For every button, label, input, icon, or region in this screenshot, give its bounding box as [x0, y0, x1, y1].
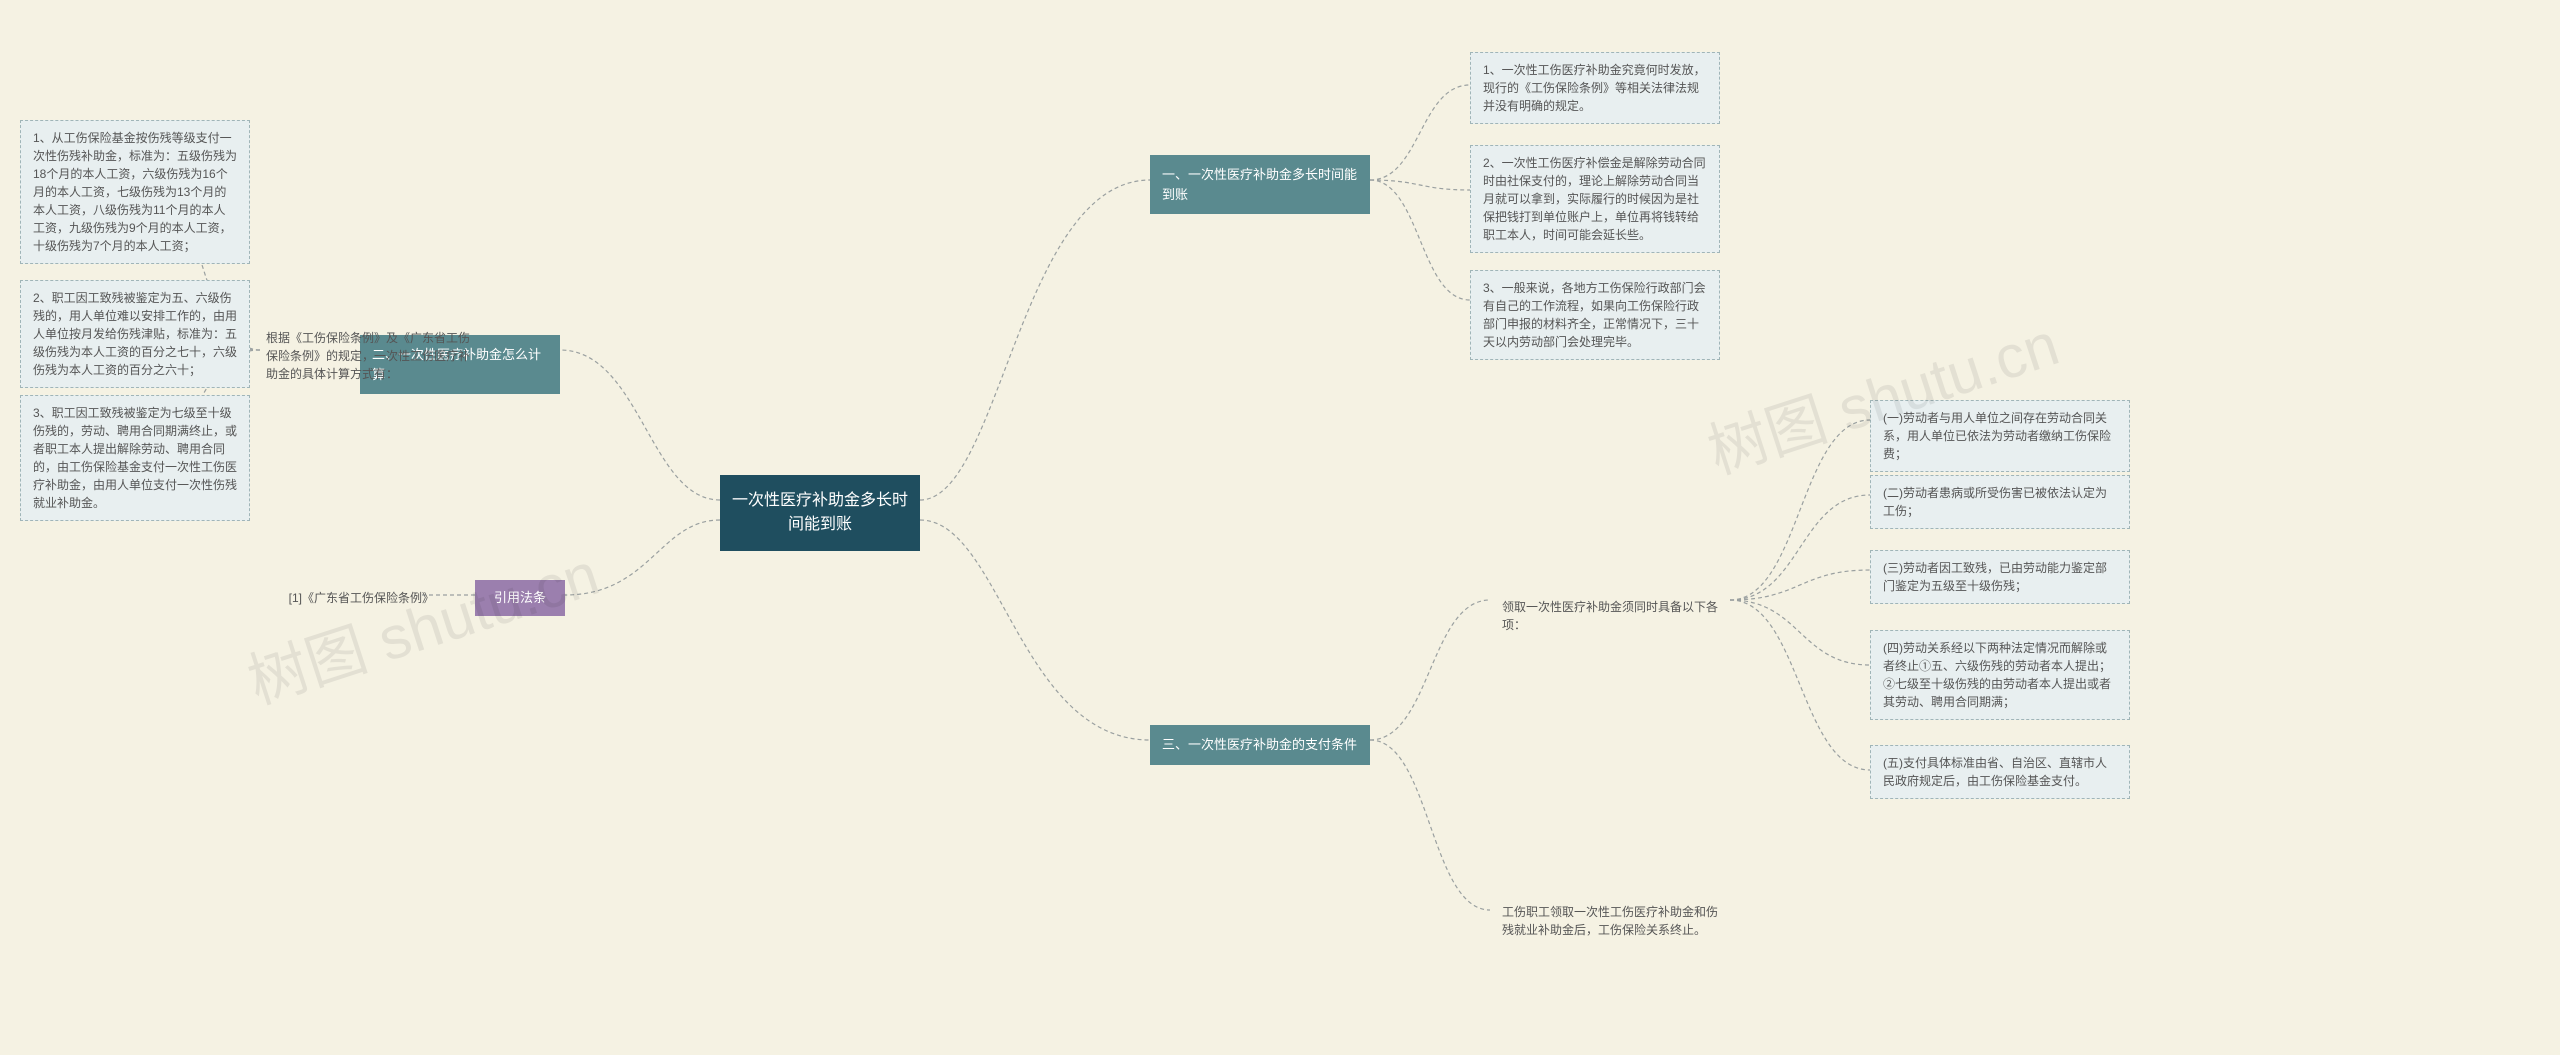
b3s1i5-text: (五)支付具体标准由省、自治区、直辖市人民政府规定后，由工伤保险基金支付。: [1883, 756, 2107, 788]
branch-4-title: 引用法条: [494, 590, 546, 605]
branch1-item-1: 1、一次性工伤医疗补助金究竟何时发放，现行的《工伤保险条例》等相关法律法规并没有…: [1470, 52, 1720, 124]
branch2-intro: 根据《工伤保险条例》及《广东省工伤保险条例》的规定，一次性工伤医疗补助金的具体计…: [260, 325, 480, 387]
branch3-sub1: 领取一次性医疗补助金须同时具备以下各项：: [1490, 590, 1740, 642]
branch4-item-1: [1]《广东省工伤保险条例》: [280, 585, 440, 611]
b3s1i3-text: (三)劳动者因工致残，已由劳动能力鉴定部门鉴定为五级至十级伤残；: [1883, 561, 2107, 593]
branch-3-title: 三、一次性医疗补助金的支付条件: [1162, 737, 1357, 752]
root-node: 一次性医疗补助金多长时间能到账: [720, 475, 920, 551]
branch2-intro-text: 根据《工伤保险条例》及《广东省工伤保险条例》的规定，一次性工伤医疗补助金的具体计…: [266, 331, 470, 381]
branch-4-cite: 引用法条: [475, 580, 565, 616]
branch3-sub1-item-2: (二)劳动者患病或所受伤害已被依法认定为工伤；: [1870, 475, 2130, 529]
b2i3-text: 3、职工因工致残被鉴定为七级至十级伤残的，劳动、聘用合同期满终止，或者职工本人提…: [33, 406, 237, 510]
b4i1-text: [1]《广东省工伤保险条例》: [289, 591, 434, 605]
b2i1-text: 1、从工伤保险基金按伤残等级支付一次性伤残补助金，标准为：五级伤残为18个月的本…: [33, 131, 237, 253]
b3s1i2-text: (二)劳动者患病或所受伤害已被依法认定为工伤；: [1883, 486, 2107, 518]
watermark-1: 树图 shutu.cn: [235, 526, 608, 721]
branch2-item-3: 3、职工因工致残被鉴定为七级至十级伤残的，劳动、聘用合同期满终止，或者职工本人提…: [20, 395, 250, 521]
branch1-item-2-text: 2、一次性工伤医疗补偿金是解除劳动合同时由社保支付的，理论上解除劳动合同当月就可…: [1483, 156, 1706, 242]
branch3-sub1-item-4: (四)劳动关系经以下两种法定情况而解除或者终止①五、六级伤残的劳动者本人提出；②…: [1870, 630, 2130, 720]
branch3-sub1-item-3: (三)劳动者因工致残，已由劳动能力鉴定部门鉴定为五级至十级伤残；: [1870, 550, 2130, 604]
branch3-sub1-title: 领取一次性医疗补助金须同时具备以下各项：: [1502, 600, 1718, 632]
branch-1-title: 一、一次性医疗补助金多长时间能到账: [1162, 167, 1357, 202]
branch3-sub1-item-1: (一)劳动者与用人单位之间存在劳动合同关系，用人单位已依法为劳动者缴纳工伤保险费…: [1870, 400, 2130, 472]
b3s1i1-text: (一)劳动者与用人单位之间存在劳动合同关系，用人单位已依法为劳动者缴纳工伤保险费…: [1883, 411, 2111, 461]
branch1-item-3-text: 3、一般来说，各地方工伤保险行政部门会有自己的工作流程，如果向工伤保险行政部门申…: [1483, 281, 1706, 349]
branch1-item-1-text: 1、一次性工伤医疗补助金究竟何时发放，现行的《工伤保险条例》等相关法律法规并没有…: [1483, 63, 1706, 113]
branch2-item-2: 2、职工因工致残被鉴定为五、六级伤残的，用人单位难以安排工作的，由用人单位按月发…: [20, 280, 250, 388]
b2i2-text: 2、职工因工致残被鉴定为五、六级伤残的，用人单位难以安排工作的，由用人单位按月发…: [33, 291, 237, 377]
wm1-text: 树图 shutu.cn: [240, 540, 606, 716]
b3s1i4-text: (四)劳动关系经以下两种法定情况而解除或者终止①五、六级伤残的劳动者本人提出；②…: [1883, 641, 2111, 709]
branch1-item-2: 2、一次性工伤医疗补偿金是解除劳动合同时由社保支付的，理论上解除劳动合同当月就可…: [1470, 145, 1720, 253]
branch3-sub1-item-5: (五)支付具体标准由省、自治区、直辖市人民政府规定后，由工伤保险基金支付。: [1870, 745, 2130, 799]
branch-1: 一、一次性医疗补助金多长时间能到账: [1150, 155, 1370, 214]
branch2-item-1: 1、从工伤保险基金按伤残等级支付一次性伤残补助金，标准为：五级伤残为18个月的本…: [20, 120, 250, 264]
branch3-sub2: 工伤职工领取一次性工伤医疗补助金和伤残就业补助金后，工伤保险关系终止。: [1490, 895, 1740, 947]
branch3-sub2-text: 工伤职工领取一次性工伤医疗补助金和伤残就业补助金后，工伤保险关系终止。: [1502, 905, 1718, 937]
branch1-item-3: 3、一般来说，各地方工伤保险行政部门会有自己的工作流程，如果向工伤保险行政部门申…: [1470, 270, 1720, 360]
root-title: 一次性医疗补助金多长时间能到账: [732, 492, 908, 533]
branch-3: 三、一次性医疗补助金的支付条件: [1150, 725, 1370, 765]
